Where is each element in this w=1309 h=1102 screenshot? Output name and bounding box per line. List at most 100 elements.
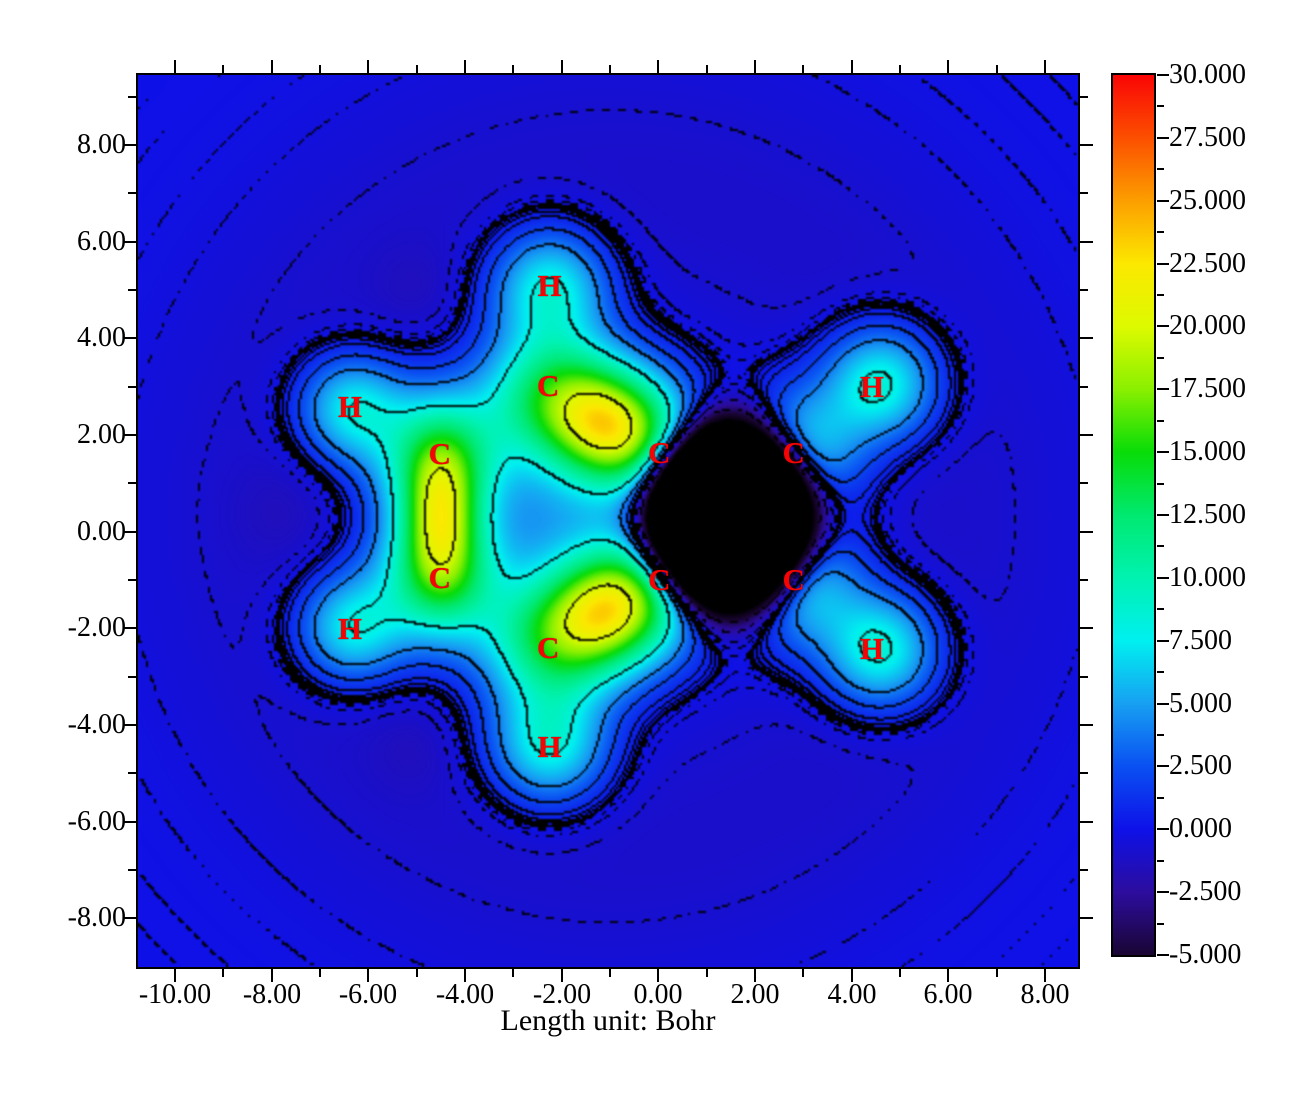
colorbar-minor-tick [1157,357,1164,359]
colorbar-tick-label: 2.500 [1169,750,1232,781]
colorbar-major-tick [1157,514,1169,516]
x-axis-major-tick [754,969,756,982]
colorbar-tick-label: 15.000 [1169,436,1246,467]
x-axis-minor-tick-top [416,65,418,73]
y-tick-label: 8.00 [77,129,126,160]
x-axis-major-tick [851,969,853,982]
x-axis-major-tick-top [851,60,853,73]
y-axis-minor-tick-right [1080,676,1088,678]
colorbar-minor-tick [1157,545,1164,547]
contour-plot-canvas [138,75,1078,967]
y-axis-minor-tick-right [1080,96,1088,98]
atom-label-c: C [648,562,671,598]
y-tick-label: -2.00 [67,612,126,643]
y-axis-major-tick-right [1080,724,1093,726]
x-tick-label: -10.00 [138,979,212,1010]
colorbar-tick-label: 17.500 [1169,373,1246,404]
y-axis-major-tick [123,917,136,919]
y-axis-major-tick-right [1080,627,1093,629]
atom-label-h: H [337,611,363,647]
x-axis-major-tick [174,969,176,982]
x-axis-major-tick [367,969,369,982]
x-axis-minor-tick [319,969,321,977]
colorbar-minor-tick [1157,797,1164,799]
colorbar-minor-tick [1157,734,1164,736]
y-axis-major-tick [123,724,136,726]
x-axis-major-tick-top [947,60,949,73]
colorbar-major-tick [1157,74,1169,76]
colorbar-tick-label: 12.500 [1169,499,1246,530]
x-tick-label: -4.00 [435,979,495,1010]
colorbar-tick-label: 22.500 [1169,248,1246,279]
x-axis-major-tick [1044,969,1046,982]
y-tick-label: -8.00 [67,902,126,933]
x-axis-major-tick [947,969,949,982]
y-axis-minor-tick-right [1080,289,1088,291]
colorbar-minor-tick [1157,420,1164,422]
x-axis-minor-tick-top [222,65,224,73]
x-axis-major-tick-top [174,60,176,73]
x-axis-major-tick [464,969,466,982]
colorbar-major-tick [1157,954,1169,956]
x-axis-major-tick-top [464,60,466,73]
y-axis-major-tick [123,821,136,823]
colorbar-minor-tick [1157,923,1164,925]
colorbar-major-tick [1157,263,1169,265]
x-tick-label: 6.00 [923,979,973,1010]
y-axis-minor-tick [128,579,136,581]
x-tick-label: -2.00 [532,979,592,1010]
y-axis-major-tick-right [1080,144,1093,146]
colorbar-minor-tick [1157,671,1164,673]
x-axis-major-tick [561,969,563,982]
atom-label-c: C [536,629,560,665]
x-axis-minor-tick-top [512,65,514,73]
atom-label-h: H [537,728,562,764]
x-axis-minor-tick [706,969,708,977]
colorbar-minor-tick [1157,860,1164,862]
y-tick-label: -4.00 [67,709,126,740]
colorbar-major-tick [1157,640,1169,642]
colorbar-major-tick [1157,137,1169,139]
y-axis-major-tick [123,627,136,629]
atom-label-c: C [536,367,560,403]
x-tick-label: 8.00 [1020,979,1070,1010]
y-tick-label: 2.00 [77,419,126,450]
x-axis-major-tick-top [657,60,659,73]
colorbar-major-tick [1157,828,1169,830]
x-axis-minor-tick [899,969,901,977]
colorbar-tick-label: 7.500 [1169,625,1232,656]
colorbar-tick-label: 0.000 [1169,813,1232,844]
colorbar-gradient [1113,75,1154,955]
colorbar-minor-tick [1157,231,1164,233]
x-axis-minor-tick-top [706,65,708,73]
y-axis-minor-tick [128,96,136,98]
atom-label-c: C [782,435,805,471]
x-tick-label: 4.00 [827,979,877,1010]
colorbar-major-tick [1157,703,1169,705]
y-axis-major-tick [123,434,136,436]
y-tick-label: 6.00 [77,226,126,257]
colorbar-minor-tick [1157,294,1164,296]
y-axis-major-tick [123,531,136,533]
colorbar-major-tick [1157,200,1169,202]
y-axis-minor-tick [128,869,136,871]
y-axis-minor-tick-right [1080,772,1088,774]
y-axis-major-tick [123,241,136,243]
y-axis-major-tick [123,337,136,339]
colorbar-major-tick [1157,325,1169,327]
x-axis-minor-tick-top [802,65,804,73]
colorbar-major-tick [1157,891,1169,893]
x-axis-major-tick-top [1044,60,1046,73]
colorbar-major-tick [1157,577,1169,579]
atom-label-c: C [428,436,452,472]
colorbar-tick-label: 25.000 [1169,185,1246,216]
y-axis-minor-tick-right [1080,579,1088,581]
y-axis-minor-tick-right [1080,869,1088,871]
y-axis-minor-tick [128,772,136,774]
colorbar-tick-label: 20.000 [1169,310,1246,341]
y-tick-label: 4.00 [77,322,126,353]
atom-label-h: H [859,368,885,404]
colorbar-major-tick [1157,388,1169,390]
x-tick-label: 0.00 [633,979,683,1010]
